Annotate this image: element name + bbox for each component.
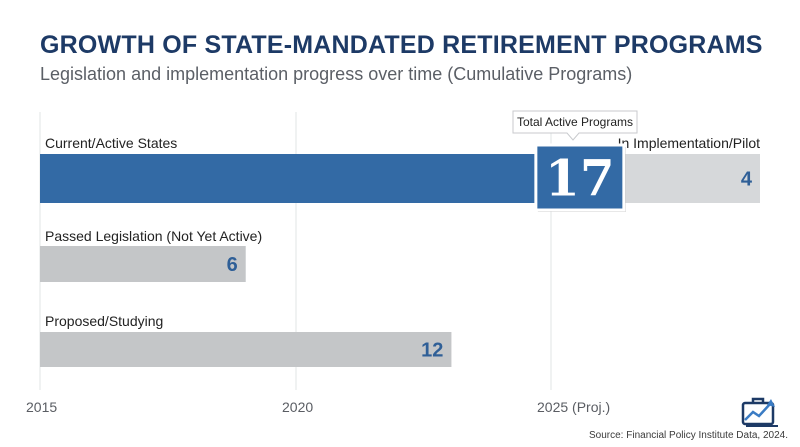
x-tick-label: 2015 — [26, 399, 57, 415]
category-label: Current/Active States — [45, 135, 177, 151]
x-tick-label: 2025 (Proj.) — [537, 399, 610, 415]
category-label: Passed Legislation (Not Yet Active) — [45, 228, 262, 244]
data-label: 6 — [227, 254, 238, 276]
x-tick-label: 2020 — [282, 399, 313, 415]
category-label: Proposed/Studying — [45, 313, 163, 329]
chart-title: GROWTH OF STATE-MANDATED RETIREMENT PROG… — [40, 31, 763, 59]
segment-label: In Implementation/Pilot — [618, 135, 761, 151]
bar-segment — [40, 246, 246, 282]
bar-segment — [622, 154, 760, 203]
highlight-box — [534, 143, 626, 212]
annotation-callout — [512, 110, 638, 141]
annotation-text: Total Active Programs — [517, 115, 633, 129]
bar-segment — [40, 332, 452, 367]
briefcase-trend-icon — [740, 392, 780, 433]
data-label: 12 — [421, 340, 443, 362]
total-value: 17 — [545, 149, 615, 208]
chart-subtitle: Legislation and implementation progress … — [40, 64, 633, 84]
data-label: 4 — [741, 169, 753, 191]
bar-segment — [40, 154, 623, 203]
source-note: Source: Financial Policy Institute Data,… — [589, 430, 788, 441]
